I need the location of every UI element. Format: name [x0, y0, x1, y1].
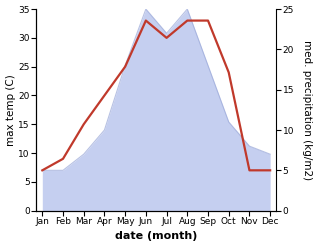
X-axis label: date (month): date (month)	[115, 231, 197, 242]
Y-axis label: med. precipitation (kg/m2): med. precipitation (kg/m2)	[302, 40, 313, 180]
Y-axis label: max temp (C): max temp (C)	[5, 74, 16, 146]
